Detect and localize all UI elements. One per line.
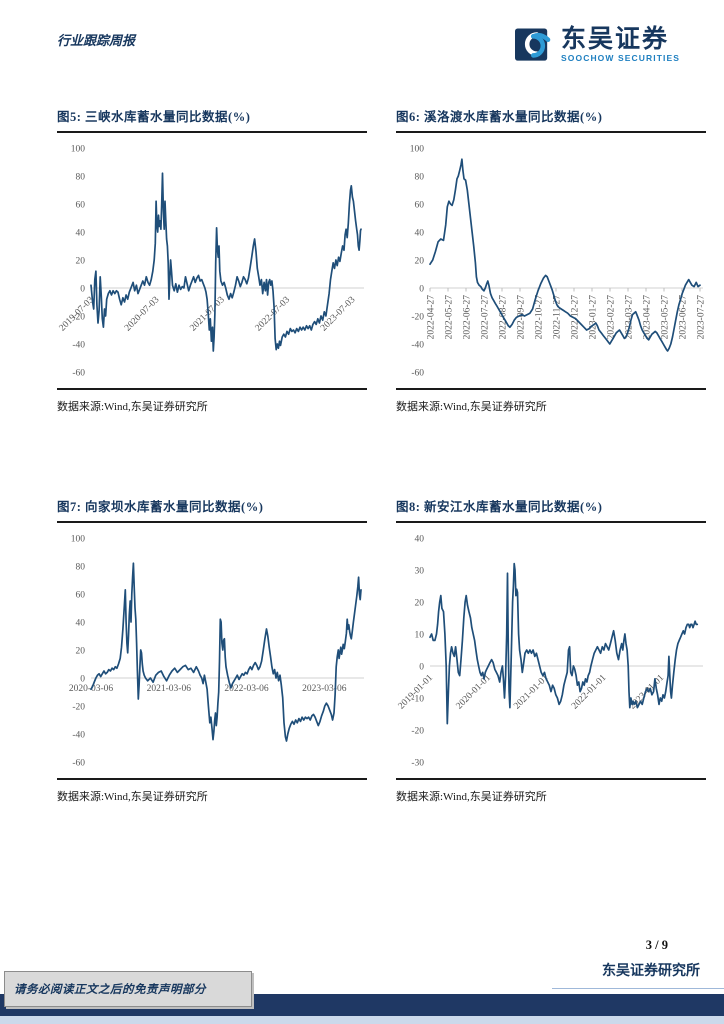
svg-text:40: 40 [76,618,86,628]
svg-text:-20: -20 [72,312,85,322]
footer-strip [0,1016,724,1024]
svg-text:20: 20 [415,256,425,266]
svg-text:10: 10 [415,630,425,640]
institute-label: 东吴证券研究所 [602,964,700,979]
svg-text:80: 80 [415,172,425,182]
svg-text:40: 40 [76,228,86,238]
svg-text:20: 20 [76,646,86,656]
figure-8-chart: 40 30 20 10 0 -10 -20 -30 2019-01-01 2020-01-01 20… [396,526,706,778]
brand-name-cn: 东吴证券 [561,26,670,54]
figure-6: 图6: 溪洛渡水库蓄水量同比数据(%) 100 80 60 40 20 0 -20 -40 -6… [396,106,707,414]
svg-text:0: 0 [80,284,85,294]
svg-text:60: 60 [76,200,86,210]
svg-text:-60: -60 [72,368,85,378]
svg-text:2022-07-27: 2022-07-27 [481,295,491,340]
svg-text:30: 30 [415,566,425,576]
svg-text:0: 0 [419,284,424,294]
svg-text:-20: -20 [411,726,424,736]
svg-text:2023-07-27: 2023-07-27 [697,295,707,340]
svg-text:-30: -30 [411,758,424,768]
brand-name-en: SOOCHOW SECURITIES [561,53,680,64]
figure-7-title: 图7: 向家坝水库蓄水量同比数据(%) [57,496,367,523]
figure-6-title: 图6: 溪洛渡水库蓄水量同比数据(%) [396,106,706,133]
svg-text:2022-04-27: 2022-04-27 [427,295,437,340]
svg-text:-40: -40 [72,340,85,350]
figure-7-chart: 100 80 60 40 20 0 -20 -40 -60 2020-03-06 2021-03-0… [57,526,367,778]
svg-text:60: 60 [415,200,425,210]
svg-text:80: 80 [76,562,86,572]
brand-logo: 东吴证券 SOOCHOW SECURITIES [515,26,680,64]
figure-5-chart: 100 80 60 40 20 0 -20 -40 -60 2019-07-03 2020-07-0… [57,136,367,388]
svg-text:2020-01-01: 2020-01-01 [455,673,494,712]
svg-text:2023-06-27: 2023-06-27 [679,295,689,340]
svg-text:2023-05-27: 2023-05-27 [661,295,671,340]
svg-text:2022-10-27: 2022-10-27 [535,295,545,340]
figure-6-chart: 100 80 60 40 20 0 -20 -40 -60 2022-04-27 2022-05-2… [396,136,707,388]
svg-text:40: 40 [415,228,425,238]
svg-text:2023-01-01: 2023-01-01 [628,673,667,712]
svg-text:2023-03-06: 2023-03-06 [302,684,347,694]
svg-text:2021-01-01: 2021-01-01 [512,673,551,712]
svg-text:0: 0 [80,674,85,684]
svg-text:2022-05-27: 2022-05-27 [445,295,455,340]
svg-text:100: 100 [71,534,86,544]
svg-text:2022-11-27: 2022-11-27 [553,295,563,339]
svg-text:2023-02-27: 2023-02-27 [607,295,617,340]
soochow-logo-icon [515,28,551,61]
figure-8: 图8: 新安江水库蓄水量同比数据(%) 40 30 20 10 0 -10 -20 -30 20… [396,496,706,804]
svg-text:-20: -20 [411,312,424,322]
doc-type-label: 行业跟踪周报 [57,33,136,48]
svg-text:-10: -10 [411,694,424,704]
page-number: 3 / 9 [645,938,668,952]
figure-7-source: 数据来源:Wind,东吴证券研究所 [57,778,367,804]
figure-8-source: 数据来源:Wind,东吴证券研究所 [396,778,706,804]
figure-6-source: 数据来源:Wind,东吴证券研究所 [396,388,706,414]
figure-5-title: 图5: 三峡水库蓄水量同比数据(%) [57,106,367,133]
footer-thin-line [552,988,724,989]
svg-text:40: 40 [415,534,425,544]
svg-text:2022-12-27: 2022-12-27 [571,295,581,340]
svg-text:2023-01-27: 2023-01-27 [589,295,599,340]
svg-text:2021-03-06: 2021-03-06 [147,684,192,694]
svg-text:20: 20 [76,256,86,266]
svg-text:2019-07-03: 2019-07-03 [58,295,97,334]
svg-text:2022-09-27: 2022-09-27 [517,295,527,340]
svg-text:2019-01-01: 2019-01-01 [397,673,436,712]
svg-text:0: 0 [419,662,424,672]
svg-text:20: 20 [415,598,425,608]
figure-7: 图7: 向家坝水库蓄水量同比数据(%) 100 80 60 40 20 0 -20 -40 -6… [57,496,367,804]
svg-text:2023-03-27: 2023-03-27 [625,295,635,340]
disclaimer-box: 请务必阅读正文之后的免责声明部分 [4,971,252,1007]
figure-8-title: 图8: 新安江水库蓄水量同比数据(%) [396,496,706,523]
figure-5-source: 数据来源:Wind,东吴证券研究所 [57,388,367,414]
svg-text:-20: -20 [72,702,85,712]
svg-text:100: 100 [71,144,86,154]
svg-text:-60: -60 [72,758,85,768]
disclaimer-text: 请务必阅读正文之后的免责声明部分 [14,984,206,996]
svg-text:100: 100 [410,144,425,154]
svg-text:60: 60 [76,590,86,600]
svg-text:2022-06-27: 2022-06-27 [463,295,473,340]
svg-text:2020-07-03: 2020-07-03 [123,295,162,334]
svg-text:-40: -40 [411,340,424,350]
svg-text:-40: -40 [72,730,85,740]
svg-text:2022-03-06: 2022-03-06 [224,684,269,694]
svg-text:2023-04-27: 2023-04-27 [643,295,653,340]
figure-5: 图5: 三峡水库蓄水量同比数据(%) 100 80 60 40 20 0 -20 -40 -60… [57,106,367,414]
svg-text:-60: -60 [411,368,424,378]
svg-text:80: 80 [76,172,86,182]
